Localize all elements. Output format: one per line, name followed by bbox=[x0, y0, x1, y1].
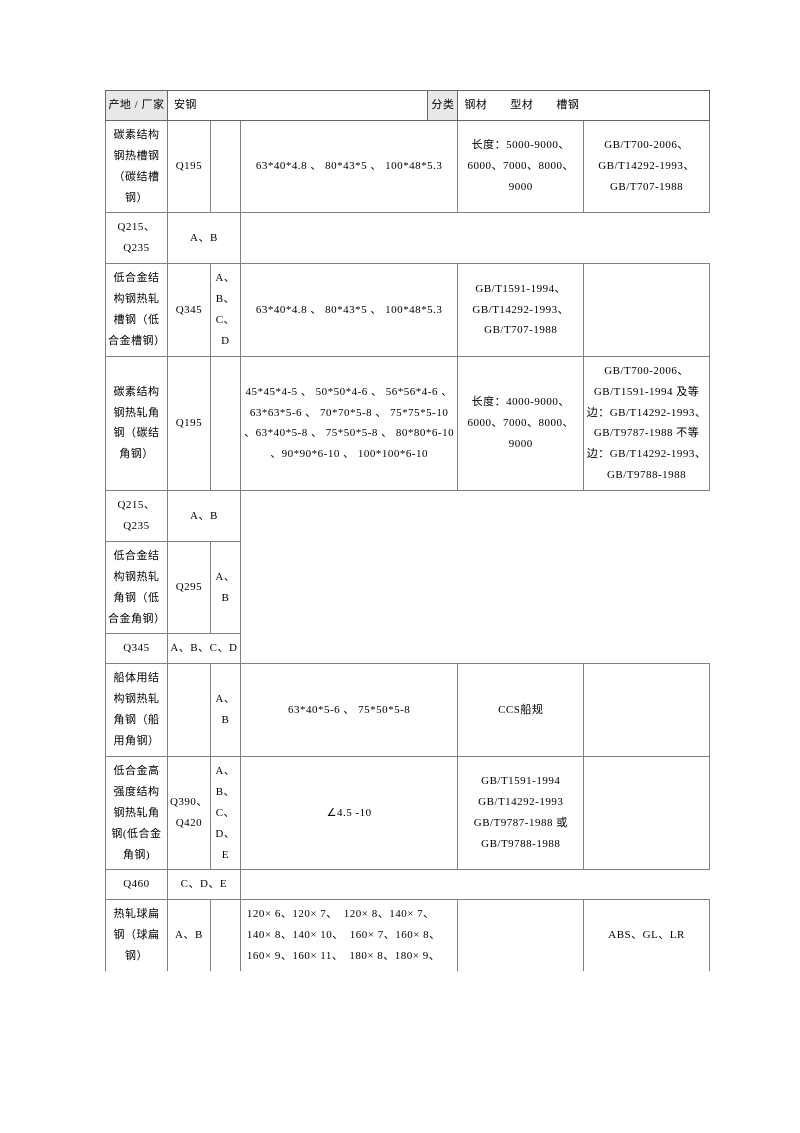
extra bbox=[584, 756, 710, 869]
spec: ∠4.5 -10 bbox=[240, 756, 457, 869]
standard: ABS、GL、LR bbox=[584, 900, 710, 971]
steel-products-table: 产地 / 厂家 安钢 分类 钢材 型材 槽钢 碳素结构钢热槽钢（碳结槽钢） Q1… bbox=[105, 90, 710, 971]
class: A、B、C、D bbox=[210, 264, 240, 357]
table-row: 碳素结构钢热槽钢（碳结槽钢） Q195 63*40*4.8 、 80*43*5 … bbox=[106, 120, 710, 213]
table-row: 低合金高强度结构钢热轧角钢(低合金角钢) Q390、Q420 A、B、C、D、E… bbox=[106, 756, 710, 869]
product-name: 低合金高强度结构钢热轧角钢(低合金角钢) bbox=[106, 756, 168, 869]
table-row: Q215、Q235 A、B bbox=[106, 491, 710, 542]
spec: 63*40*5-6 、 75*50*5-8 bbox=[240, 664, 457, 757]
standard: CCS船规 bbox=[458, 664, 584, 757]
length bbox=[458, 900, 584, 971]
standard: GB/T1591-1994 GB/T14292-1993 GB/T9787-19… bbox=[458, 756, 584, 869]
table-row: Q345 A、B、C、D bbox=[106, 634, 710, 664]
header-origin-value: 安钢 bbox=[167, 91, 427, 121]
standard: GB/T700-2006、GB/T1591-1994 及等边：GB/T14292… bbox=[584, 356, 710, 490]
grade: Q345 bbox=[167, 264, 210, 357]
header-category-value: 钢材 型材 槽钢 bbox=[458, 91, 710, 121]
header-row: 产地 / 厂家 安钢 分类 钢材 型材 槽钢 bbox=[106, 91, 710, 121]
grade-range: Q215、Q235 bbox=[106, 491, 168, 542]
class: A、B、C、D、E bbox=[210, 756, 240, 869]
product-name: 热轧球扁钢（球扁钢） bbox=[106, 900, 168, 971]
length: 长度：5000-9000、6000、7000、8000、9000 bbox=[458, 120, 584, 213]
table-row: 船体用结构钢热轧角钢（船用角钢） A、B 63*40*5-6 、 75*50*5… bbox=[106, 664, 710, 757]
table-row: 热轧球扁钢（球扁钢） A、B 120× 6、120× 7、 120× 8、140… bbox=[106, 900, 710, 971]
extra bbox=[584, 664, 710, 757]
class bbox=[210, 120, 240, 213]
header-category-label: 分类 bbox=[428, 91, 458, 121]
class bbox=[210, 900, 240, 971]
length: 长度：4000-9000、6000、7000、8000、9000 bbox=[458, 356, 584, 490]
standard: GB/T700-2006、GB/T14292-1993、GB/T707-1988 bbox=[584, 120, 710, 213]
table-row: 碳素结构钢热轧角钢（碳结角钢） Q195 45*45*4-5 、 50*50*4… bbox=[106, 356, 710, 490]
table-row: 低合金结构钢热轧角钢（低合金角钢） Q295 A、B bbox=[106, 541, 710, 634]
table-row: Q460 C、D、E bbox=[106, 870, 710, 900]
grade: Q460 bbox=[106, 870, 168, 900]
grade bbox=[167, 664, 210, 757]
product-name: 碳素结构钢热槽钢（碳结槽钢） bbox=[106, 120, 168, 213]
spec: 63*40*4.8 、 80*43*5 、 100*48*5.3 bbox=[240, 264, 457, 357]
table-row: Q215、Q235 A、B bbox=[106, 213, 710, 264]
product-name: 低合金结构钢热轧槽钢（低合金槽钢） bbox=[106, 264, 168, 357]
extra bbox=[584, 264, 710, 357]
class bbox=[210, 356, 240, 490]
class: A、B bbox=[167, 213, 240, 264]
class: A、B bbox=[167, 491, 240, 542]
product-name: 低合金结构钢热轧角钢（低合金角钢） bbox=[106, 541, 168, 634]
grade: A、B bbox=[167, 900, 210, 971]
spec: 45*45*4-5 、 50*50*4-6 、 56*56*4-6 、63*63… bbox=[240, 356, 457, 490]
header-origin-label: 产地 / 厂家 bbox=[106, 91, 168, 121]
product-name: 碳素结构钢热轧角钢（碳结角钢） bbox=[106, 356, 168, 490]
class: A、B bbox=[210, 541, 240, 634]
standard: GB/T1591-1994、GB/T14292-1993、GB/T707-198… bbox=[458, 264, 584, 357]
grade: Q195 bbox=[167, 120, 210, 213]
grade: Q345 bbox=[106, 634, 168, 664]
spec: 63*40*4.8 、 80*43*5 、 100*48*5.3 bbox=[240, 120, 457, 213]
grade: Q195 bbox=[167, 356, 210, 490]
class: A、B、C、D bbox=[167, 634, 240, 664]
grade: Q390、Q420 bbox=[167, 756, 210, 869]
spec: 120× 6、120× 7、 120× 8、140× 7、140× 8、140×… bbox=[240, 900, 457, 971]
class: A、B bbox=[210, 664, 240, 757]
grade: Q295 bbox=[167, 541, 210, 634]
table-row: 低合金结构钢热轧槽钢（低合金槽钢） Q345 A、B、C、D 63*40*4.8… bbox=[106, 264, 710, 357]
class: C、D、E bbox=[167, 870, 240, 900]
grade-range: Q215、Q235 bbox=[106, 213, 168, 264]
product-name: 船体用结构钢热轧角钢（船用角钢） bbox=[106, 664, 168, 757]
